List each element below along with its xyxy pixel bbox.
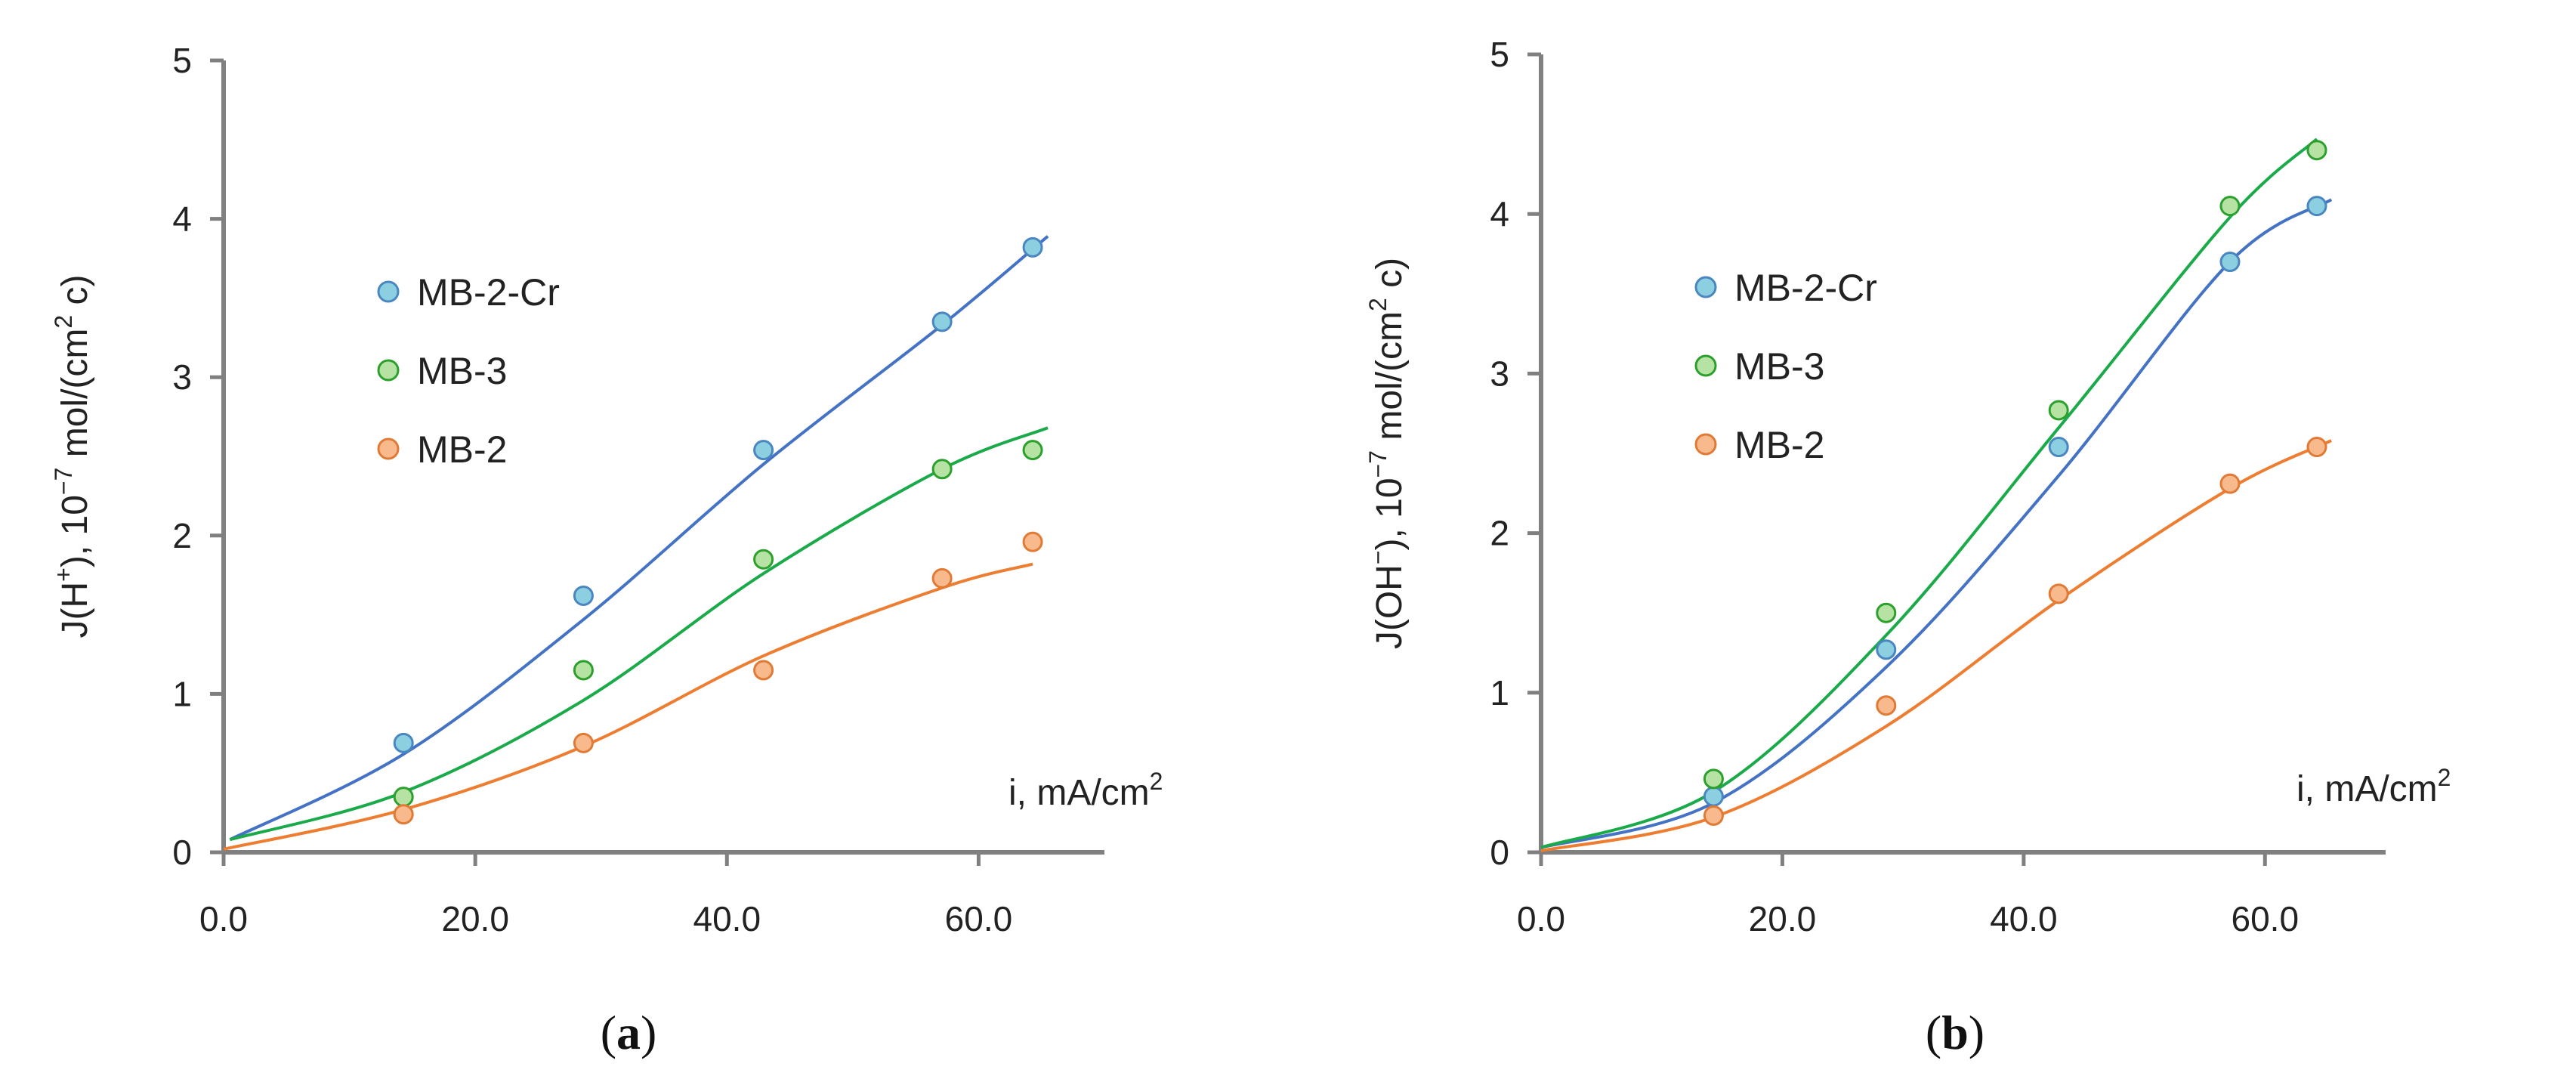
- fit-line-mb-2: [223, 562, 1033, 851]
- y-tick-label: 2: [172, 516, 192, 555]
- legend-marker: [1694, 433, 1717, 456]
- panel-caption-b: (b): [1926, 1006, 1985, 1059]
- fit-line-mb-2: [1540, 439, 2332, 852]
- x-tick-label: 0.0: [199, 899, 248, 938]
- legend-label: MB-2-Cr: [1734, 267, 1877, 309]
- fit-line-mb-2-cr: [1540, 198, 2333, 849]
- y-tick-label: 5: [1490, 35, 1509, 74]
- data-point-mb-2-cr: [393, 732, 414, 753]
- data-point-mb-3: [393, 787, 414, 808]
- data-point-mb-2: [1022, 531, 1043, 552]
- y-tick-label: 0: [1490, 833, 1509, 872]
- legend-label: MB-2: [417, 428, 507, 471]
- legend-marker: [377, 437, 400, 460]
- data-point-mb-2: [931, 567, 953, 589]
- y-tick-label: 3: [1490, 354, 1509, 393]
- data-point-mb-3: [753, 549, 774, 570]
- data-point-mb-3: [2219, 196, 2241, 217]
- y-tick-label: 5: [172, 41, 192, 80]
- y-tick-label: 4: [1490, 194, 1509, 233]
- legend-label: MB-2: [1734, 424, 1824, 466]
- fit-line-mb-3: [229, 426, 1049, 842]
- data-point-mb-2: [393, 804, 414, 825]
- x-axis-label: i, mA/cm2: [1008, 768, 1163, 813]
- x-tick-label: 20.0: [1749, 899, 1817, 938]
- x-tick-label: 20.0: [441, 899, 509, 938]
- y-tick-label: 1: [1490, 673, 1509, 713]
- legend-label: MB-2-Cr: [417, 271, 560, 314]
- x-tick-label: 40.0: [1990, 899, 2058, 938]
- y-tick-label: 1: [172, 674, 192, 713]
- data-point-mb-2-cr: [2306, 196, 2327, 217]
- legend-marker: [1694, 354, 1717, 377]
- x-axis-label: i, mA/cm2: [2296, 764, 2451, 809]
- fit-line-mb-2-cr: [229, 235, 1049, 842]
- data-point-mb-2-cr: [1876, 639, 1897, 660]
- legend-marker: [1694, 276, 1717, 298]
- data-point-mb-3: [573, 660, 594, 681]
- y-tick-label: 0: [172, 833, 192, 872]
- data-point-mb-2: [1703, 805, 1724, 826]
- legend-label: MB-3: [417, 350, 507, 392]
- data-point-mb-3: [2306, 140, 2327, 161]
- data-point-mb-3: [1022, 440, 1043, 461]
- y-tick-label: 2: [1490, 514, 1509, 553]
- data-point-mb-2: [2219, 473, 2241, 494]
- y-tick-label: 4: [172, 199, 192, 239]
- chart-panel-b: 0 1 2 3 4 5 0.0 20.0 40.0 60.0 MB-2-Cr MB-3 MB-2 i, m…: [1364, 35, 2451, 1059]
- chart-panel-a: 0 1 2 3 4 5 0.0 20.0 40.0 60.0 MB-2-Cr MB-3 MB-2 i, m…: [50, 41, 1163, 1059]
- data-point-mb-3: [931, 459, 953, 480]
- y-axis-label: J(OH−), 10−7 mol/(cm2 c): [1364, 258, 1410, 649]
- data-point-mb-2-cr: [753, 440, 774, 461]
- data-point-mb-2: [573, 732, 594, 753]
- legend-marker: [377, 359, 400, 382]
- data-point-mb-3: [1876, 602, 1897, 623]
- data-point-mb-2-cr: [931, 311, 953, 332]
- data-point-mb-2-cr: [1703, 786, 1724, 807]
- data-point-mb-2: [1876, 695, 1897, 716]
- data-point-mb-3: [2048, 400, 2069, 421]
- panel-caption-a: (a): [601, 1006, 657, 1059]
- data-point-mb-2: [753, 660, 774, 681]
- data-point-mb-2-cr: [573, 585, 594, 606]
- data-point-mb-2: [2306, 437, 2327, 458]
- data-point-mb-2-cr: [2048, 437, 2069, 458]
- y-tick-label: 3: [172, 357, 192, 397]
- data-point-mb-2-cr: [1022, 236, 1043, 258]
- fit-line-mb-3: [1540, 138, 2318, 849]
- data-point-mb-2: [2048, 583, 2069, 604]
- data-point-mb-3: [1703, 768, 1724, 790]
- x-tick-label: 0.0: [1517, 899, 1565, 938]
- y-axis-label: J(H+), 10−7 mol/(cm2 c): [50, 275, 95, 638]
- data-point-mb-2-cr: [2219, 252, 2241, 273]
- legend-marker: [377, 280, 400, 303]
- x-tick-label: 40.0: [693, 899, 761, 938]
- legend-label: MB-3: [1734, 345, 1824, 388]
- x-tick-label: 60.0: [945, 899, 1013, 938]
- x-tick-label: 60.0: [2232, 899, 2300, 938]
